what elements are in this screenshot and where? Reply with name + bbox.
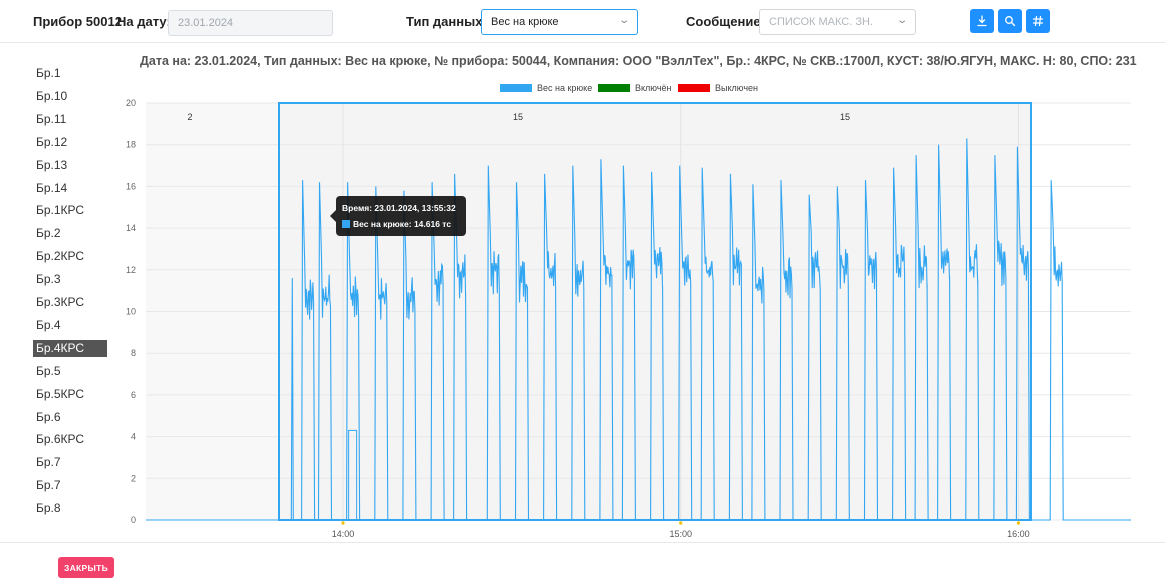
date-input[interactable]: 23.01.2024: [168, 10, 333, 36]
y-tick-label: 6: [131, 390, 136, 400]
zoom-button[interactable]: [998, 9, 1022, 33]
sidebar-item[interactable]: Бр.7: [36, 478, 61, 493]
y-tick-label: 2: [131, 473, 136, 483]
y-tick-label: 0: [131, 515, 136, 525]
hash-button[interactable]: [1026, 9, 1050, 33]
message-select[interactable]: СПИСОК МАКС. ЗН. ⌄: [759, 9, 916, 35]
x-tick-label: 16:00: [1007, 529, 1030, 539]
sidebar-item[interactable]: Бр.14: [36, 180, 68, 195]
download-icon: [977, 15, 987, 27]
message-placeholder: СПИСОК МАКС. ЗН.: [769, 16, 873, 28]
data-type-label: Тип данных:: [406, 14, 487, 29]
zone-border: [278, 102, 1032, 521]
series-swatch: [342, 220, 350, 228]
x-tick-label: 15:00: [669, 529, 692, 539]
zone-label: 15: [513, 112, 523, 122]
legend-item-off[interactable]: Выключен: [678, 83, 758, 93]
sidebar-item[interactable]: Бр.5КРС: [36, 386, 85, 401]
tooltip-time: Время: 23.01.2024, 13:55:32: [342, 203, 456, 213]
sidebar-item[interactable]: Бр.3: [36, 272, 61, 287]
sidebar-item[interactable]: Бр.12: [36, 134, 68, 149]
legend-item-on[interactable]: Включён: [598, 83, 672, 93]
x-tick-label: 14:00: [332, 529, 355, 539]
sidebar-item[interactable]: Бр.7: [36, 455, 61, 470]
x-tick-dot: [341, 521, 345, 525]
chevron-down-icon: ⌄: [895, 15, 908, 26]
chevron-down-icon: ⌄: [617, 15, 630, 26]
sidebar-item[interactable]: Бр.1КРС: [36, 203, 85, 218]
series-line-hook-weight: [146, 138, 1131, 521]
tooltip-value-row: Вес на крюке: 14.616 тс: [342, 219, 451, 229]
tooltip-arrow: [330, 210, 336, 222]
legend-label: Вес на крюке: [537, 83, 593, 93]
y-tick-label: 12: [126, 265, 136, 275]
legend-item-hook-weight[interactable]: Вес на крюке: [500, 83, 592, 93]
y-tick-label: 20: [126, 98, 136, 108]
sidebar-item[interactable]: Бр.13: [36, 157, 68, 172]
chart-tooltip: Время: 23.01.2024, 13:55:32 Вес на крюке…: [330, 196, 466, 236]
x-tick-dot: [1016, 521, 1021, 525]
tooltip-value: Вес на крюке: 14.616 тс: [353, 219, 452, 229]
sidebar-item[interactable]: Бр.10: [36, 88, 68, 103]
sidebar-item[interactable]: Бр.4КРС: [33, 339, 107, 357]
toolbar-divider: [0, 42, 1165, 43]
sidebar-item[interactable]: Бр.1: [36, 66, 61, 80]
y-tick-label: 10: [126, 307, 136, 317]
y-tick-label: 18: [126, 140, 136, 150]
legend-swatch: [500, 84, 532, 92]
y-tick-label: 14: [126, 223, 136, 233]
chart-title: Дата на: 23.01.2024, Тип данных: Вес на …: [140, 54, 1137, 68]
y-tick-label: 16: [126, 181, 136, 191]
zoom-icon: [1005, 16, 1016, 27]
sidebar-item[interactable]: Бр.3КРС: [36, 295, 85, 309]
device-label: Прибор 50012: [33, 14, 122, 29]
data-type-value: Вес на крюке: [491, 16, 559, 28]
footer-divider: [0, 542, 1165, 543]
sidebar-item[interactable]: Бр.2КРС: [36, 249, 85, 264]
toolbar: Прибор 50012 На дату: 23.01.2024 Тип дан…: [0, 0, 1165, 42]
legend-swatch: [678, 84, 710, 92]
data-type-select[interactable]: Вес на крюке ⌄: [481, 9, 638, 35]
sidebar-item[interactable]: Бр.11: [36, 111, 67, 126]
message-label: Сообщение:: [686, 14, 765, 29]
sidebar-item[interactable]: Бр.6: [36, 409, 61, 424]
sidebar-item[interactable]: Бр.2: [36, 226, 61, 241]
download-button[interactable]: [970, 9, 994, 33]
close-button[interactable]: ЗАКРЫТЬ: [58, 557, 114, 578]
x-tick-dot: [679, 521, 683, 525]
y-tick-label: 4: [131, 432, 136, 442]
chart-legend: Вес на крюке Включён Выключен: [0, 83, 1165, 97]
zone-label: 2: [187, 112, 192, 122]
zone-label: 15: [840, 112, 850, 122]
sidebar-item[interactable]: Бр.6КРС: [36, 432, 85, 447]
sidebar-item[interactable]: Бр.5: [36, 363, 61, 378]
legend-swatch: [598, 84, 630, 92]
legend-label: Включён: [635, 83, 672, 93]
sidebar-item[interactable]: Бр.8: [36, 501, 61, 516]
y-tick-label: 8: [131, 348, 136, 358]
date-label: На дату:: [117, 14, 171, 29]
legend-label: Выключен: [715, 83, 758, 93]
sidebar-item[interactable]: Бр.4: [36, 317, 61, 332]
series-segment: [348, 429, 358, 520]
hash-icon: [1032, 15, 1044, 27]
